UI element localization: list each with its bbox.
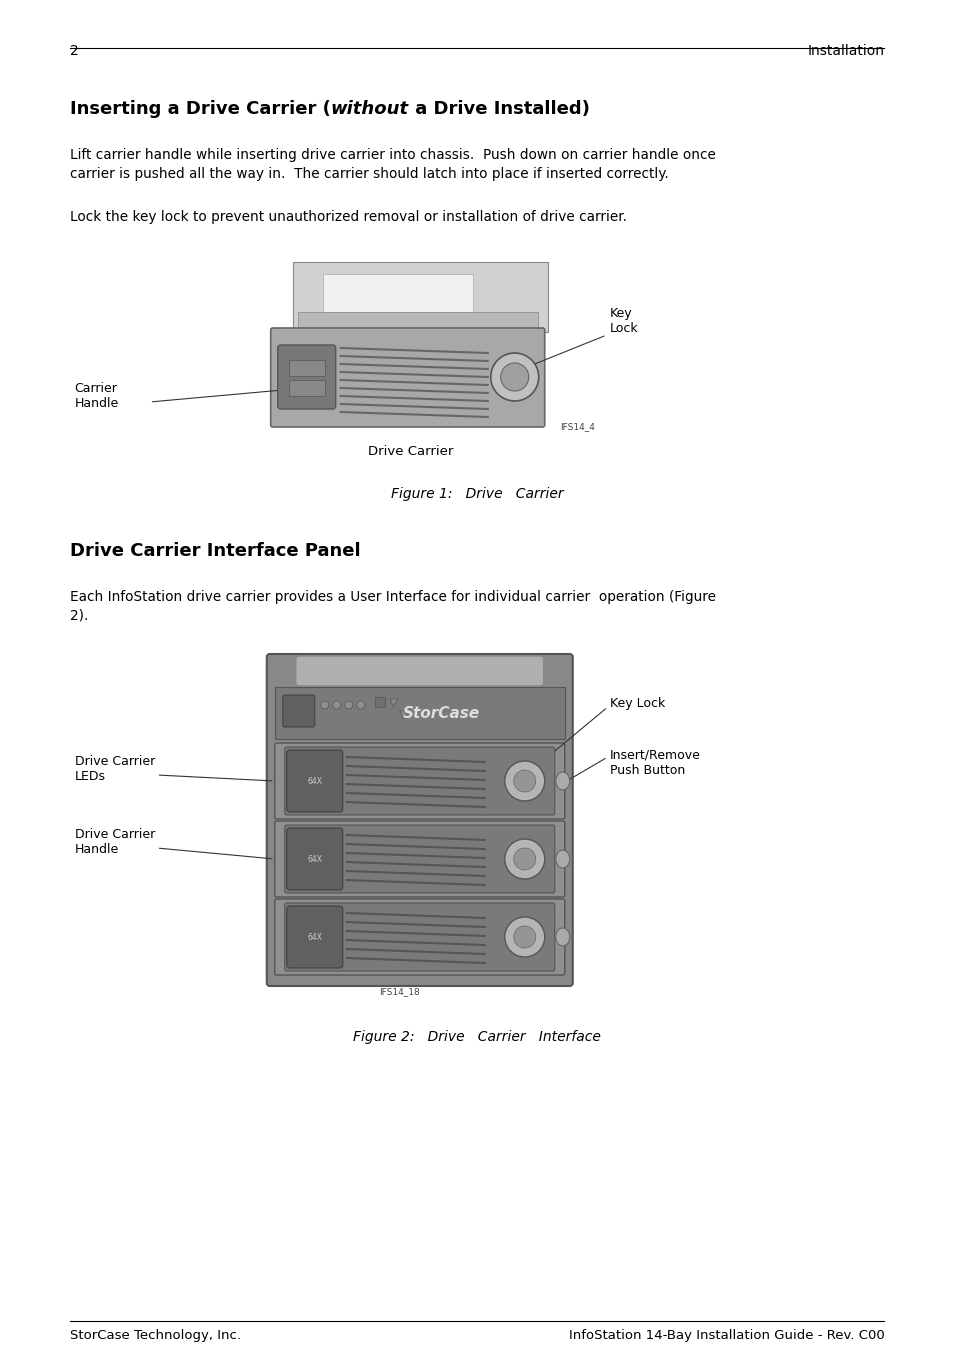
Circle shape (514, 847, 536, 871)
Text: StorCase Technology, Inc.: StorCase Technology, Inc. (70, 1329, 240, 1342)
FancyBboxPatch shape (284, 904, 555, 971)
Ellipse shape (556, 850, 569, 868)
Text: Each InfoStation drive carrier provides a User Interface for individual carrier : Each InfoStation drive carrier provides … (70, 590, 715, 623)
Polygon shape (293, 261, 547, 333)
Text: Installation: Installation (806, 44, 883, 57)
Text: 2: 2 (70, 44, 78, 57)
Text: Inserting a Drive Carrier (: Inserting a Drive Carrier ( (70, 100, 330, 118)
Text: Figure 2:   Drive   Carrier   Interface: Figure 2: Drive Carrier Interface (353, 1029, 600, 1045)
Text: IFS14_4: IFS14_4 (559, 422, 594, 431)
FancyBboxPatch shape (282, 695, 314, 727)
Circle shape (514, 925, 536, 947)
Text: Drive Carrier Interface Panel: Drive Carrier Interface Panel (70, 542, 360, 560)
Circle shape (504, 839, 544, 879)
Text: Key
Lock: Key Lock (609, 307, 638, 335)
FancyBboxPatch shape (287, 750, 342, 812)
FancyBboxPatch shape (284, 826, 555, 893)
Circle shape (500, 363, 528, 392)
Circle shape (320, 701, 329, 709)
Text: Lift carrier handle while inserting drive carrier into chassis.  Push down on ca: Lift carrier handle while inserting driv… (70, 148, 715, 181)
Text: Drive Carrier
LEDs: Drive Carrier LEDs (74, 754, 154, 783)
Text: IFS14_18: IFS14_18 (379, 987, 419, 997)
Text: Drive Carrier: Drive Carrier (367, 445, 453, 459)
FancyBboxPatch shape (284, 747, 555, 815)
Circle shape (356, 701, 364, 709)
Text: Carrier
Handle: Carrier Handle (74, 382, 119, 409)
FancyBboxPatch shape (274, 821, 564, 897)
FancyBboxPatch shape (274, 743, 564, 819)
Bar (322, 274, 473, 312)
Bar (274, 687, 564, 739)
Text: a Drive Installed): a Drive Installed) (408, 100, 589, 118)
Circle shape (333, 701, 340, 709)
FancyBboxPatch shape (295, 656, 543, 686)
Text: without: without (330, 100, 408, 118)
Bar (297, 312, 537, 330)
Circle shape (504, 761, 544, 801)
FancyBboxPatch shape (267, 654, 572, 986)
Circle shape (504, 917, 544, 957)
Text: Figure 1:   Drive   Carrier: Figure 1: Drive Carrier (391, 487, 562, 501)
Text: 64X: 64X (307, 776, 322, 786)
Text: Lock the key lock to prevent unauthorized removal or installation of drive carri: Lock the key lock to prevent unauthorize… (70, 209, 626, 225)
FancyBboxPatch shape (274, 899, 564, 975)
Polygon shape (399, 711, 407, 719)
Circle shape (514, 769, 536, 793)
Text: 64X: 64X (307, 854, 322, 864)
FancyBboxPatch shape (287, 906, 342, 968)
FancyBboxPatch shape (277, 345, 335, 409)
Ellipse shape (556, 772, 569, 790)
Polygon shape (390, 700, 397, 706)
Bar (375, 697, 384, 706)
Text: InfoStation 14-Bay Installation Guide - Rev. C00: InfoStation 14-Bay Installation Guide - … (568, 1329, 883, 1342)
FancyBboxPatch shape (271, 329, 544, 427)
Text: Drive Carrier
Handle: Drive Carrier Handle (74, 828, 154, 856)
Text: 64X: 64X (307, 932, 322, 942)
Circle shape (490, 353, 538, 401)
Ellipse shape (556, 928, 569, 946)
Text: Key Lock: Key Lock (609, 697, 664, 711)
FancyBboxPatch shape (287, 828, 342, 890)
Circle shape (344, 701, 353, 709)
Text: StorCase: StorCase (402, 705, 479, 720)
Bar (289, 381, 324, 396)
Bar (289, 360, 324, 376)
Text: Insert/Remove
Push Button: Insert/Remove Push Button (609, 749, 700, 778)
